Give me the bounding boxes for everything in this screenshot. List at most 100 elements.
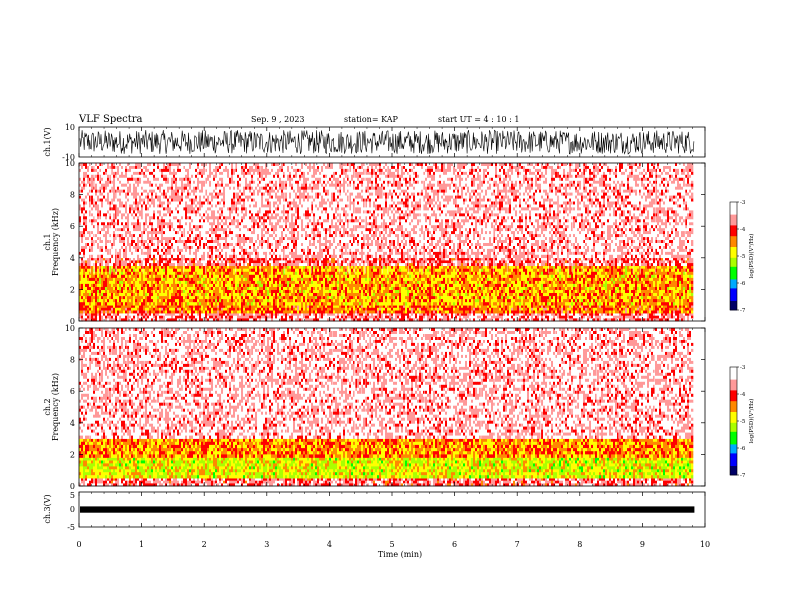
- spectrogram-cell: [261, 271, 264, 276]
- spectrogram-cell: [419, 280, 422, 285]
- spectrogram-cell: [117, 287, 120, 291]
- spectrogram-cell: [363, 274, 366, 279]
- spectrogram-cell: [307, 318, 310, 322]
- spectrogram-cell: [327, 318, 330, 322]
- spectrogram-cell: [249, 318, 252, 322]
- spectrogram-cell: [519, 290, 522, 294]
- spectrogram-cell: [229, 307, 232, 311]
- spectrogram-cell: [103, 313, 106, 317]
- spectrogram-cell: [481, 283, 484, 288]
- spectrogram-cell: [327, 290, 330, 294]
- spectrogram-cell: [641, 274, 644, 279]
- spectrogram-cell: [423, 280, 426, 285]
- spectrogram-cell: [169, 287, 172, 291]
- spectrogram-cell: [535, 268, 538, 273]
- spectrogram-cell: [313, 313, 316, 317]
- spectrogram-cell: [377, 277, 380, 282]
- spectrogram-cell: [475, 283, 478, 288]
- spectrogram-cell: [115, 318, 118, 322]
- spectrogram-cell: [227, 310, 230, 314]
- spectrogram-cell: [575, 315, 578, 319]
- spectrogram-cell: [149, 310, 152, 314]
- spectrogram-cell: [625, 315, 628, 319]
- spectrogram-cell: [651, 287, 654, 291]
- spectrogram-cell: [295, 277, 298, 282]
- spectrogram-cell: [485, 265, 488, 270]
- spectrogram-cell: [655, 277, 658, 282]
- spectrogram-cell: [641, 271, 644, 276]
- spectrogram-cell: [573, 315, 576, 319]
- spectrogram-cell: [287, 280, 290, 285]
- spectrogram-cell: [285, 271, 288, 276]
- spectrogram-cell: [117, 268, 120, 273]
- spectrogram-cell: [263, 290, 266, 294]
- spectrogram-cell: [143, 305, 146, 309]
- spectrogram-cell: [425, 290, 428, 294]
- spectrogram-cell: [297, 265, 300, 270]
- spectrogram-cell: [323, 271, 326, 276]
- spectrogram-cell: [685, 290, 688, 294]
- spectrogram-cell: [363, 277, 366, 282]
- spectrogram-cell: [561, 293, 564, 297]
- spectrogram-cell: [377, 293, 380, 297]
- spectrogram-cell: [305, 290, 308, 294]
- spectrogram-cell: [283, 307, 286, 311]
- spectrogram-cell: [577, 293, 580, 297]
- spectrogram-cell: [335, 280, 338, 285]
- spectrogram-cell: [353, 283, 356, 288]
- spectrogram-cell: [347, 318, 350, 322]
- spectrogram-cell: [577, 274, 580, 279]
- spectrogram-cell: [593, 280, 596, 285]
- spectrogram-cell: [445, 265, 448, 270]
- spectrogram-cell: [321, 265, 324, 270]
- spectrogram-cell: [259, 290, 262, 294]
- spectrogram-cell: [387, 313, 390, 317]
- spectrogram-cell: [571, 307, 574, 311]
- spectrogram-cell: [365, 313, 368, 317]
- spectrogram-cell: [253, 271, 256, 276]
- spectrogram-cell: [415, 268, 418, 273]
- spectrogram-cell: [199, 268, 202, 273]
- spectrogram-cell: [393, 277, 396, 282]
- spectrogram-cell: [151, 310, 154, 314]
- spectrogram-cell: [521, 307, 524, 311]
- spectrogram-cell: [183, 313, 186, 317]
- spectrogram-cell: [573, 305, 576, 309]
- spectrogram-cell: [293, 318, 296, 322]
- spectrogram-cell: [431, 318, 434, 322]
- spectrogram-cell: [287, 315, 290, 319]
- spectrogram-cell: [163, 307, 166, 311]
- spectrogram-cell: [527, 307, 530, 311]
- spectrogram-cell: [517, 310, 520, 314]
- spectrogram-cell: [565, 307, 568, 311]
- spectrogram-cell: [445, 283, 448, 288]
- spectrogram-cell: [549, 290, 552, 294]
- spectrogram-cell: [583, 287, 586, 291]
- spectrogram-cell: [179, 280, 182, 285]
- spectrogram-cell: [561, 290, 564, 294]
- spectrogram-cell: [609, 307, 612, 311]
- spectrogram-cell: [221, 265, 224, 270]
- spectrogram-cell: [413, 313, 416, 317]
- spectrogram-cell: [303, 310, 306, 314]
- spectrogram-cell: [569, 305, 572, 309]
- spectrogram-cell: [427, 305, 430, 309]
- spectrogram-cell: [257, 290, 260, 294]
- spectrogram-cell: [663, 290, 666, 294]
- spectrogram-cell: [509, 290, 512, 294]
- spectrogram-cell: [289, 293, 292, 297]
- spectrogram-cell: [315, 274, 318, 279]
- spectrogram-cell: [683, 313, 686, 317]
- spectrogram-cell: [665, 318, 668, 322]
- spectrogram-cell: [191, 290, 194, 294]
- spectrogram-cell: [107, 265, 110, 270]
- spectrogram-cell: [487, 318, 490, 322]
- spectrogram-cell: [485, 307, 488, 311]
- spectrogram-cell: [295, 307, 298, 311]
- spectrogram-cell: [609, 290, 612, 294]
- spectrogram-cell: [255, 274, 258, 279]
- spectrogram-cell: [321, 274, 324, 279]
- spectrogram-cell: [277, 315, 280, 319]
- spectrogram-cell: [307, 280, 310, 285]
- spectrogram-cell: [689, 277, 692, 282]
